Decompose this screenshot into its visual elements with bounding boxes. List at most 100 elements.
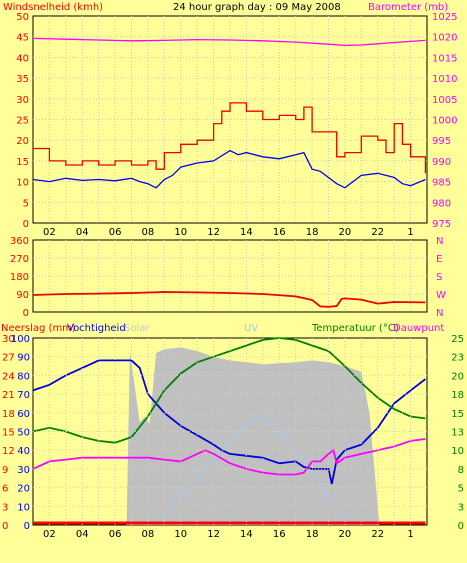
neerslag-tick-label: 24 [2, 371, 15, 382]
hour-tick-label: 16 [273, 227, 286, 238]
vochtigheid-tick-label: 50 [17, 428, 30, 439]
neerslag-tick-label: 30 [2, 334, 15, 345]
temperatuur-tick-label: 18 [451, 390, 464, 401]
panel-3-series [32, 337, 426, 526]
wind-tick-label: 10 [16, 178, 29, 189]
hour-tick-label: 20 [339, 529, 352, 540]
direction-compass-label: E [436, 254, 442, 265]
temperatuur-axis-label: Temperatuur (°C) [311, 323, 399, 334]
wind-tick-label: 5 [23, 198, 29, 209]
temperatuur-tick-label: 20 [451, 371, 464, 382]
series-barometer [32, 37, 426, 47]
panel-1-series [32, 37, 427, 189]
dauwpunt-axis-label: Dauwpunt [393, 323, 444, 334]
wind-barometer-panel: Windsnelheid (kmh) 24 hour graph day : 0… [3, 2, 457, 238]
panel-2-series [32, 291, 426, 308]
vochtigheid-tick-label: 40 [17, 446, 30, 457]
panel-3-grid [33, 338, 427, 525]
series-windvlaag [33, 102, 427, 174]
panel-1-hour-ticks: 02 04 06 08 10 12 14 16 18 20 22 1 [43, 227, 414, 238]
neerslag-tick-label: 3 [2, 502, 8, 513]
series-solar [33, 347, 426, 525]
hour-tick-label: 08 [142, 227, 155, 238]
hour-tick-label: 12 [207, 529, 220, 540]
direction-compass-label: N [436, 236, 443, 247]
direction-compass-label: S [436, 272, 442, 283]
wind-tick-label: 45 [16, 33, 29, 44]
vochtigheid-tick-label: 80 [17, 371, 30, 382]
direction-degree-ticks: 0 90 180 270 360 [10, 236, 29, 319]
hour-tick-label: 06 [109, 529, 122, 540]
neerslag-tick-label: 9 [2, 465, 8, 476]
rain-humidity-temperature-panel: Neerslag (mm) Vochtigheid Solar UV Tempe… [1, 323, 464, 540]
vochtigheid-tick-label: 0 [24, 521, 30, 532]
direction-degree-label: 360 [10, 236, 29, 247]
barometer-tick-label: 990 [432, 157, 451, 168]
hour-tick-label: 22 [371, 227, 384, 238]
wind-tick-label: 15 [16, 157, 29, 168]
direction-degree-label: 270 [10, 254, 29, 265]
neerslag-tick-label: 15 [2, 428, 15, 439]
hour-tick-label: 10 [174, 227, 187, 238]
neerslag-tick-label: 21 [2, 390, 15, 401]
barometer-tick-label: 980 [432, 198, 451, 209]
hour-tick-label: 1 [407, 227, 413, 238]
vochtigheid-tick-label: 30 [17, 465, 30, 476]
hour-tick-label: 06 [109, 227, 122, 238]
barometer-tick-label: 1020 [432, 33, 457, 44]
series-windsnelheid [32, 149, 426, 189]
temperatuur-tick-label: 0 [458, 521, 464, 532]
vochtigheid-axis-label: Vochtigheid [67, 323, 126, 334]
series-windrichting [32, 291, 426, 308]
series-dauwpunt [32, 438, 426, 476]
vochtigheid-tick-label: 100 [11, 334, 30, 345]
hour-tick-label: 10 [174, 529, 187, 540]
wind-tick-label: 0 [23, 219, 29, 230]
series-vochtigheid [32, 359, 426, 485]
hour-tick-label: 1 [407, 529, 413, 540]
direction-degree-label: 0 [23, 308, 29, 319]
hour-tick-label: 14 [240, 227, 253, 238]
temperatuur-tick-label: 5 [458, 484, 464, 495]
direction-compass-label: N [436, 308, 443, 319]
barometer-axis-ticks: 975 980 985 990 995 1000 1005 1010 1015 1020 1025 [432, 12, 457, 230]
hour-tick-label: 02 [43, 529, 56, 540]
direction-compass-label: W [436, 290, 446, 301]
barometer-axis-label: Barometer (mb) [368, 2, 448, 13]
hour-tick-label: 18 [306, 529, 319, 540]
neerslag-tick-label: 6 [2, 484, 8, 495]
hour-tick-label: 12 [207, 227, 220, 238]
hour-tick-label: 22 [371, 529, 384, 540]
direction-degree-label: 90 [16, 290, 29, 301]
neerslag-axis-label: Neerslag (mm) [1, 323, 76, 334]
temperatuur-tick-label: 15 [451, 409, 464, 420]
hour-tick-label: 14 [240, 529, 253, 540]
wind-tick-label: 20 [16, 136, 29, 147]
temperatuur-tick-label: 23 [451, 353, 464, 364]
hour-tick-label: 08 [142, 529, 155, 540]
barometer-tick-label: 985 [432, 178, 451, 189]
wind-tick-label: 30 [16, 95, 29, 106]
temperatuur-tick-label: 8 [458, 465, 464, 476]
temperatuur-tick-label: 13 [451, 428, 464, 439]
hour-tick-label: 20 [339, 227, 352, 238]
neerslag-tick-label: 18 [2, 409, 15, 420]
barometer-tick-label: 995 [432, 136, 451, 147]
panel-1-plot-area [32, 15, 428, 224]
wind-tick-label: 50 [16, 12, 29, 23]
hour-tick-label: 16 [273, 529, 286, 540]
vochtigheid-tick-label: 20 [17, 484, 30, 495]
barometer-tick-label: 1015 [432, 53, 457, 64]
vochtigheid-tick-label: 70 [17, 390, 30, 401]
temperatuur-tick-label: 25 [451, 334, 464, 345]
vochtigheid-tick-label: 60 [17, 409, 30, 420]
uv-axis-label: UV [244, 323, 258, 334]
temperatuur-tick-label: 3 [458, 502, 464, 513]
solar-axis-label: Solar [124, 323, 150, 334]
barometer-tick-label: 1025 [432, 12, 457, 23]
hour-tick-label: 02 [43, 227, 56, 238]
series-uv [150, 417, 354, 526]
